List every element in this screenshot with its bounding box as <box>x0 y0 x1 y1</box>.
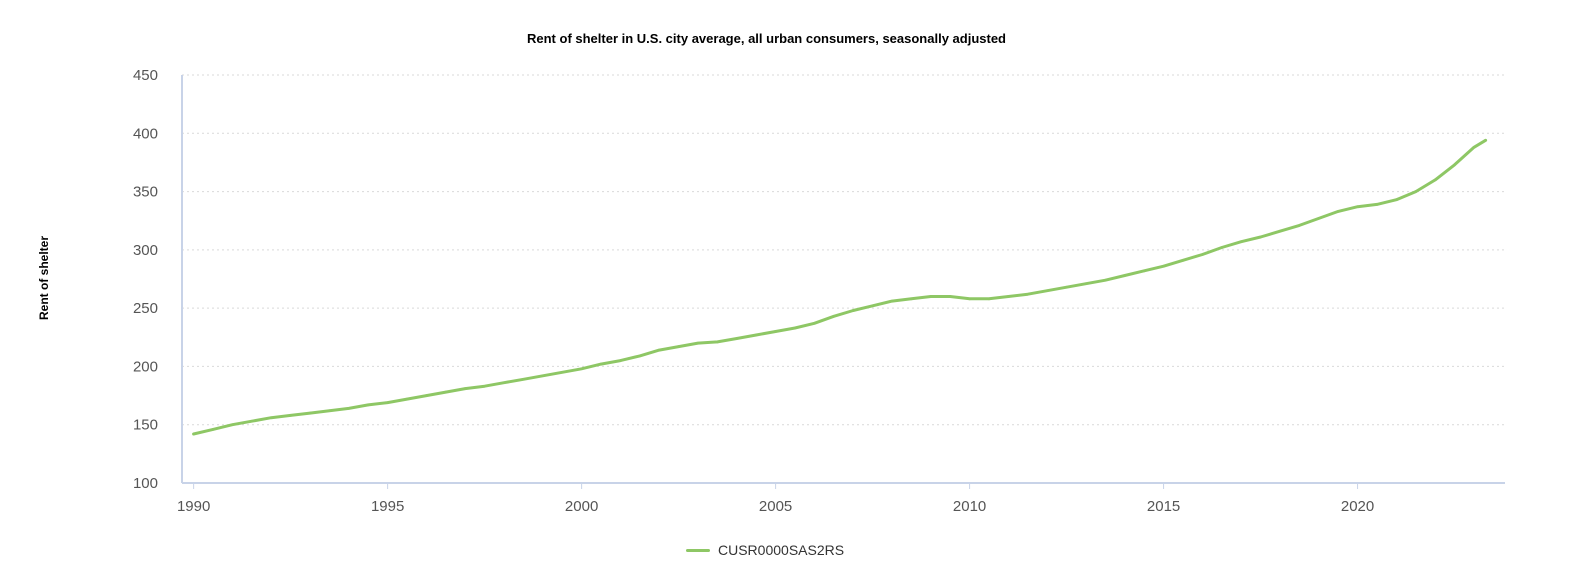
x-tick-label: 2010 <box>953 498 986 515</box>
data-point[interactable] <box>1336 210 1340 213</box>
data-point[interactable] <box>793 326 797 330</box>
data-point[interactable] <box>580 367 583 371</box>
data-point[interactable] <box>444 390 448 394</box>
x-axis-ticks: 1990 1995 2000 2005 2010 2015 2020 <box>177 483 1374 515</box>
y-axis-ticks: 100 150 200 250 300 350 400 450 <box>133 67 158 492</box>
data-point[interactable] <box>1142 269 1146 273</box>
data-point[interactable] <box>250 419 254 423</box>
data-point[interactable] <box>1065 285 1068 289</box>
x-tick-label: 2015 <box>1147 498 1180 515</box>
data-point[interactable] <box>1045 289 1049 292</box>
data-point[interactable] <box>289 414 292 417</box>
data-point[interactable] <box>890 299 894 303</box>
data-point[interactable] <box>735 337 739 340</box>
data-point[interactable] <box>832 315 836 318</box>
data-point[interactable] <box>1317 217 1321 220</box>
data-point[interactable] <box>483 384 486 388</box>
data-point[interactable] <box>541 374 545 378</box>
data-point[interactable] <box>328 409 331 413</box>
data-point[interactable] <box>1104 278 1107 282</box>
x-tick-label: 2000 <box>565 498 598 515</box>
legend[interactable]: CUSR0000SAS2RS <box>686 542 844 558</box>
y-tick-label: 200 <box>133 358 158 375</box>
data-point[interactable] <box>1084 282 1088 285</box>
data-point[interactable] <box>502 381 506 385</box>
data-point[interactable] <box>1162 264 1165 268</box>
data-point[interactable] <box>269 416 273 420</box>
data-point[interactable] <box>1484 138 1487 142</box>
data-point[interactable] <box>813 321 816 325</box>
data-point[interactable] <box>211 428 215 431</box>
data-point[interactable] <box>968 297 971 301</box>
y-tick-label: 400 <box>133 125 158 142</box>
y-tick-label: 100 <box>133 475 158 492</box>
y-tick-label: 450 <box>133 67 158 84</box>
series-layer <box>192 138 1488 436</box>
data-point[interactable] <box>463 387 467 390</box>
y-tick-label: 150 <box>133 417 158 434</box>
data-point[interactable] <box>560 370 564 374</box>
data-point[interactable] <box>619 359 622 362</box>
data-point[interactable] <box>910 297 913 301</box>
x-tick-label: 1990 <box>177 498 210 515</box>
y-tick-label: 300 <box>133 242 158 259</box>
data-point[interactable] <box>1259 235 1262 239</box>
data-point[interactable] <box>1220 246 1224 249</box>
legend-label: CUSR0000SAS2RS <box>718 542 845 558</box>
data-point[interactable] <box>1007 295 1010 298</box>
data-point[interactable] <box>638 354 642 358</box>
data-point[interactable] <box>1181 259 1185 262</box>
data-point[interactable] <box>1356 205 1359 209</box>
data-point[interactable] <box>1201 253 1204 256</box>
data-point[interactable] <box>366 403 370 407</box>
data-point[interactable] <box>987 297 991 301</box>
data-point[interactable] <box>308 411 312 415</box>
data-point[interactable] <box>851 309 855 312</box>
data-point[interactable] <box>1298 224 1301 227</box>
data-point[interactable] <box>192 432 195 436</box>
data-point[interactable] <box>1239 240 1243 243</box>
data-point[interactable] <box>425 394 428 397</box>
data-point[interactable] <box>929 295 933 298</box>
data-point[interactable] <box>1414 190 1418 193</box>
data-point[interactable] <box>1375 203 1379 206</box>
data-point[interactable] <box>231 423 234 427</box>
data-point[interactable] <box>599 362 603 366</box>
data-point[interactable] <box>1433 178 1437 182</box>
data-point[interactable] <box>405 397 409 401</box>
data-point[interactable] <box>696 341 700 345</box>
data-point[interactable] <box>1123 274 1127 277</box>
data-point[interactable] <box>1453 163 1456 167</box>
data-point[interactable] <box>754 333 758 337</box>
x-tick-label: 2005 <box>759 498 792 515</box>
legend-swatch <box>686 548 710 552</box>
data-point[interactable] <box>948 295 952 298</box>
data-point[interactable] <box>347 407 351 410</box>
data-point[interactable] <box>871 304 874 308</box>
data-point[interactable] <box>1278 229 1282 233</box>
x-tick-label: 1995 <box>371 498 404 515</box>
y-tick-label: 250 <box>133 300 158 317</box>
y-tick-label: 350 <box>133 184 158 201</box>
series-line-CUSR0000SAS2RS[interactable] <box>192 138 1488 436</box>
gridlines <box>182 74 1505 426</box>
data-point[interactable] <box>1472 145 1476 149</box>
chart-title: Rent of shelter in U.S. city average, al… <box>527 31 1006 46</box>
data-point[interactable] <box>1026 292 1030 296</box>
data-point[interactable] <box>657 348 661 352</box>
data-point[interactable] <box>716 340 719 344</box>
data-point[interactable] <box>386 401 389 404</box>
x-tick-label: 2020 <box>1341 498 1374 515</box>
data-point[interactable] <box>677 345 680 348</box>
data-point[interactable] <box>1395 198 1398 202</box>
data-point[interactable] <box>522 377 525 381</box>
data-point[interactable] <box>774 330 777 333</box>
